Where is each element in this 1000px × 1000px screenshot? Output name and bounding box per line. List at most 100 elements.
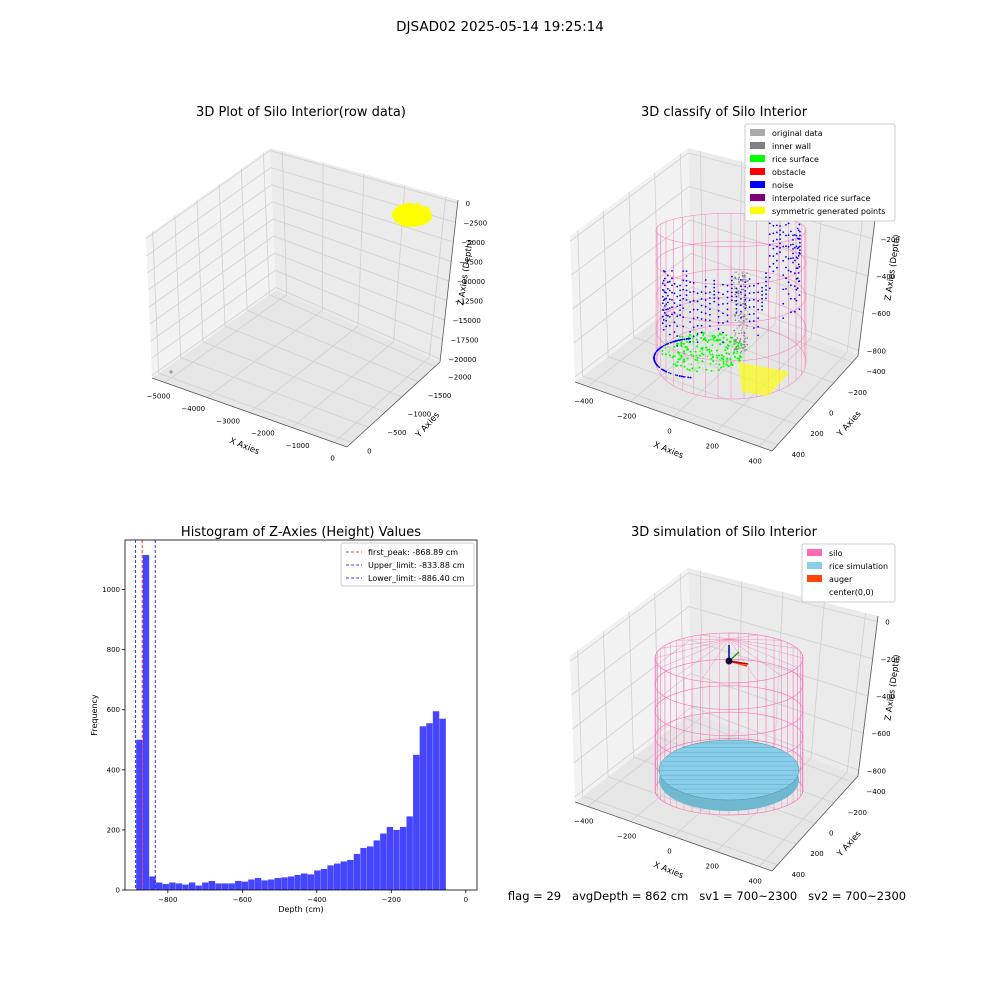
data-point <box>785 245 787 248</box>
data-point <box>723 345 726 348</box>
x-tick-label: −200 <box>382 896 401 904</box>
data-point <box>757 282 759 285</box>
data-point <box>661 315 664 318</box>
data-point <box>792 257 794 259</box>
data-point <box>787 246 790 248</box>
data-point <box>725 367 728 369</box>
data-point <box>691 363 694 366</box>
data-point <box>690 343 693 346</box>
data-point <box>740 329 742 332</box>
data-point <box>772 224 775 227</box>
data-point <box>787 234 790 237</box>
z-tick-label: −400 <box>876 693 895 701</box>
data-point <box>787 222 790 225</box>
data-point <box>679 289 681 292</box>
data-point <box>704 285 707 288</box>
z-axis-label: Z Axies (Depth) <box>456 239 475 306</box>
z-tick-label: −15000 <box>453 317 481 325</box>
x-axis-line <box>151 377 348 448</box>
data-point <box>710 363 713 366</box>
data-point <box>679 364 682 367</box>
data-point <box>711 356 714 359</box>
data-point <box>695 352 698 354</box>
data-point <box>744 309 747 312</box>
silo-roof-wire <box>676 638 730 676</box>
data-point <box>748 306 751 309</box>
data-point <box>709 333 712 336</box>
data-point <box>736 327 738 329</box>
data-point <box>692 308 695 311</box>
data-point <box>665 303 668 305</box>
data-point <box>738 294 740 296</box>
histogram-bar <box>175 883 183 890</box>
data-point <box>679 359 682 362</box>
data-point <box>744 307 747 310</box>
data-point <box>708 331 711 334</box>
data-point <box>683 358 685 361</box>
data-point <box>741 272 744 274</box>
data-point <box>701 352 703 355</box>
grid-line <box>569 572 878 662</box>
data-point <box>734 319 737 321</box>
z-tick-label: −12500 <box>455 298 483 306</box>
x-tick-label: −200 <box>617 833 636 841</box>
legend-swatch <box>750 207 765 214</box>
data-point <box>686 335 689 338</box>
grid-line <box>587 295 704 387</box>
data-point <box>409 205 413 209</box>
data-point <box>757 300 759 302</box>
data-point <box>423 220 427 224</box>
data-point <box>401 223 405 227</box>
z-axis-line <box>857 615 879 777</box>
data-point <box>729 357 732 360</box>
data-point <box>724 349 727 352</box>
data-point <box>757 325 759 328</box>
data-point <box>667 308 669 310</box>
data-point <box>713 334 716 337</box>
data-point <box>744 315 746 318</box>
data-point <box>793 246 796 249</box>
data-point <box>667 350 670 353</box>
legend-swatch <box>807 588 822 595</box>
histogram-bar <box>426 723 433 890</box>
data-point <box>692 352 695 355</box>
histogram-bar <box>287 876 295 890</box>
data-point <box>744 298 747 301</box>
data-point <box>793 272 796 275</box>
y-tick-label: 200 <box>107 826 120 834</box>
data-point <box>761 286 763 289</box>
data-point <box>692 326 695 329</box>
data-point <box>735 295 738 298</box>
panel-title: 3D classify of Silo Interior <box>641 105 808 120</box>
data-point <box>692 337 694 340</box>
silo-roof-wire <box>728 638 798 649</box>
pane-floor <box>152 290 440 447</box>
data-point <box>722 362 725 365</box>
data-point <box>776 238 778 241</box>
data-point <box>731 291 733 294</box>
data-point <box>738 357 741 360</box>
data-point <box>693 342 696 345</box>
data-point <box>692 355 695 357</box>
data-point <box>396 218 401 222</box>
data-point <box>682 297 685 300</box>
x-tick-label: −600 <box>233 896 252 904</box>
data-point <box>790 257 792 260</box>
data-point <box>399 210 403 214</box>
histogram-bar <box>307 874 314 890</box>
data-point <box>787 269 790 272</box>
legend-label: rice surface <box>772 155 819 164</box>
data-point <box>662 344 665 347</box>
data-point <box>793 310 796 313</box>
data-point <box>721 334 724 337</box>
x-tick-label: 0 <box>330 454 334 462</box>
grid-line <box>573 673 864 764</box>
data-point <box>716 353 719 356</box>
data-point <box>398 206 402 210</box>
data-point <box>772 262 775 265</box>
data-point <box>742 357 745 359</box>
silo-roof-wire <box>676 638 730 641</box>
data-point <box>676 325 679 327</box>
data-point <box>753 320 755 322</box>
